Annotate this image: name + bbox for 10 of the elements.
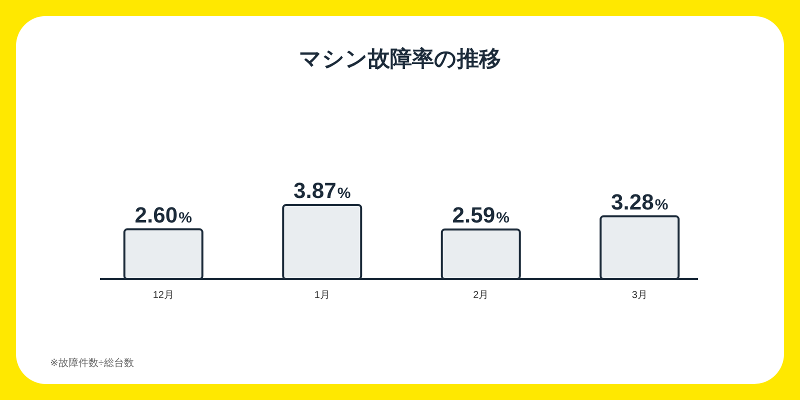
text: ※故障件数÷総台数 <box>50 357 134 369</box>
chart-title: マシン故障率の推移 <box>299 46 501 71</box>
data-label: 2.59% <box>452 202 510 228</box>
x-tick-label: 2月 <box>473 290 489 301</box>
data-label: 2.60% <box>134 202 192 228</box>
x-tick-label: 12月 <box>152 290 174 301</box>
data-label: 3.87% <box>294 178 351 203</box>
data-label: 3.28% <box>611 189 668 214</box>
x-tick-label: 1月 <box>314 290 330 301</box>
x-tick-label: 3月 <box>632 290 648 301</box>
